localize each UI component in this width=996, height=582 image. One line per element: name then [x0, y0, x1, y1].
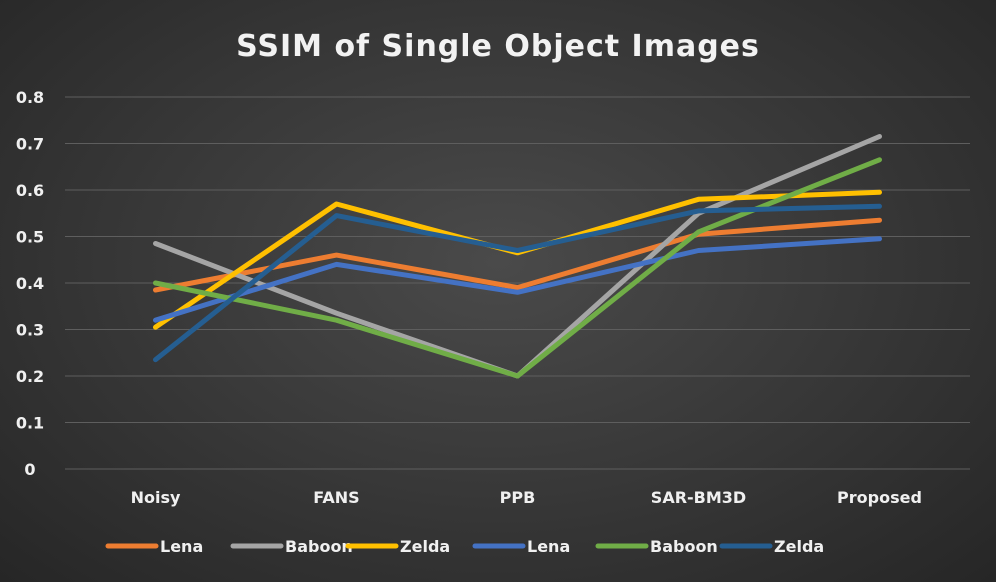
legend-label: Zelda	[400, 537, 450, 556]
legend-label: Baboon	[285, 537, 353, 556]
x-axis-tick-labels: Noisy FANS PPB SAR-BM3D Proposed	[131, 488, 922, 507]
x-tick-label: SAR-BM3D	[651, 488, 746, 507]
gridlines	[65, 96, 970, 470]
x-tick-label: PPB	[500, 488, 536, 507]
x-tick-label: Noisy	[131, 488, 181, 507]
legend-label: Lena	[527, 537, 570, 556]
y-axis-tick-labels: 0 0.1 0.2 0.3 0.4 0.5 0.6 0.7 0.8	[16, 88, 44, 479]
series-lines	[153, 134, 882, 379]
y-tick-label: 0.1	[16, 414, 44, 433]
y-tick-label: 0.5	[16, 228, 44, 247]
legend-label: Lena	[160, 537, 203, 556]
legend-label: Baboon	[650, 537, 718, 556]
series-line-5	[153, 203, 882, 363]
legend: Lena Baboon Zelda Lena Baboon Zelda	[105, 537, 824, 556]
y-tick-label: 0.3	[16, 321, 44, 340]
y-tick-label: 0	[24, 460, 35, 479]
x-tick-label: Proposed	[837, 488, 922, 507]
legend-label: Zelda	[774, 537, 824, 556]
y-tick-label: 0.7	[16, 135, 44, 154]
y-tick-label: 0.6	[16, 181, 44, 200]
y-tick-label: 0.2	[16, 367, 44, 386]
series-line-3	[153, 236, 882, 323]
x-tick-label: FANS	[313, 488, 359, 507]
y-tick-label: 0.4	[16, 274, 44, 293]
y-tick-label: 0.8	[16, 88, 44, 107]
chart-title: SSIM of Single Object Images	[236, 29, 760, 64]
